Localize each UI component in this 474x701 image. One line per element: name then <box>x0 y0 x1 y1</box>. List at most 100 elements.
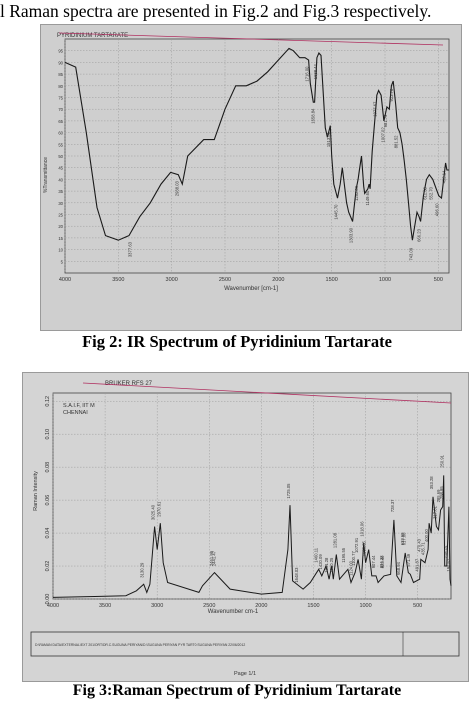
raman-figure-caption: Fig 3:Raman Spectrum of Pyridinium Tarta… <box>72 682 402 699</box>
raman-peak-label: 2441.47 <box>211 550 216 566</box>
raman-peak-label: 1460.11 <box>314 547 319 562</box>
ir-y-tick-label: 35 <box>58 189 63 194</box>
ir-peak-label: 981.79 <box>383 114 388 127</box>
ir-x-tick-label: 2500 <box>219 277 231 283</box>
ir-y-tick-label: 10 <box>58 248 63 253</box>
raman-x-tick-label: 2500 <box>203 603 215 609</box>
ir-x-tick-label: 500 <box>434 277 443 283</box>
ir-x-axis-label: Wavenumber [cm-1] <box>224 286 278 292</box>
raman-y-axis-label: Raman Intensity <box>33 471 39 511</box>
raman-peak-label: 258.95 <box>439 486 444 499</box>
ir-peak-label: 1638.44 <box>313 63 318 79</box>
raman-peak-label: 317.61 <box>433 505 438 518</box>
ir-peak-label: 1716.00 <box>305 66 310 82</box>
raman-x-tick-label: 500 <box>413 603 422 609</box>
raman-y-tick-label: 0.10 <box>45 429 51 440</box>
ir-y-tick-label: 50 <box>58 154 63 159</box>
ir-y-tick-label: 85 <box>58 72 63 77</box>
raman-peak-label: 491.87 <box>415 558 420 571</box>
ir-peak-label: 666.23 <box>417 228 422 241</box>
ir-peak-label: 1149.60 <box>365 190 370 205</box>
raman-peak-label: 353.28 <box>429 476 434 489</box>
ir-y-tick-label: 30 <box>58 201 63 206</box>
ir-peak-label: 432.14 <box>442 170 447 183</box>
raman-x-tick-label: 3500 <box>99 603 111 609</box>
raman-y-tick-label: 0.06 <box>45 495 51 506</box>
raman-peak-label: 632.59 <box>400 532 405 545</box>
raman-peak-label: 1018.06 <box>360 521 365 537</box>
ir-y-tick-label: 55 <box>58 142 63 147</box>
raman-x-tick-label: 4000 <box>47 603 59 609</box>
raman-peak-label: 834.32 <box>379 555 384 568</box>
ir-peak-label: 923.70 <box>389 88 394 101</box>
raman-x-tick-label: 1000 <box>359 603 371 609</box>
ir-x-tick-label: 3000 <box>166 277 178 283</box>
raman-peak-label: 2970.61 <box>156 501 161 517</box>
raman-peak-label: 3025.40 <box>151 504 156 520</box>
raman-peak-label: 190.62 <box>446 558 451 571</box>
raman-peak-label: 668.94 <box>396 561 401 574</box>
ir-peak-label: 743.09 <box>408 247 413 260</box>
ir-y-tick-label: 60 <box>58 131 63 136</box>
ir-y-tick-label: 20 <box>58 224 63 229</box>
ir-y-tick-label: 80 <box>58 84 63 89</box>
ir-x-tick-label: 3500 <box>112 277 124 283</box>
raman-peak-label: 571.49 <box>406 553 411 566</box>
ir-peak-label: 1303.90 <box>349 227 354 243</box>
ir-peak-label: 1445.70 <box>334 204 339 220</box>
raman-y-tick-label: 0.04 <box>45 528 51 539</box>
intro-text: l Raman spectra are presented in Fig.2 a… <box>0 1 432 21</box>
raman-peak-label: 728.37 <box>390 499 395 512</box>
ir-y-axis-label: %Transmittance <box>43 157 49 193</box>
ir-y-tick-label: 45 <box>58 166 63 171</box>
ir-y-tick-label: 15 <box>58 236 63 241</box>
ir-peak-label: 1513.81 <box>326 131 331 147</box>
ir-peak-label: 1658.84 <box>311 108 316 124</box>
raman-y-tick-label: 0.02 <box>45 561 51 572</box>
raman-y-tick-label: 0.12 <box>45 396 51 407</box>
ir-spectrum-figure: PYRIDINIUM TARTARATE %Transmittance Wave… <box>40 24 462 331</box>
ir-x-tick-label: 4000 <box>59 277 71 283</box>
raman-peak-label: 1648.03 <box>294 567 299 583</box>
ir-y-tick-label: 75 <box>58 96 63 101</box>
raman-peak-label: 250.91 <box>440 454 445 467</box>
ir-peak-label: 3377.63 <box>127 241 132 257</box>
raman-footer-text: D:\RAMAN DATA\EXTERNAL\EXT 201\ORT\DR.C.… <box>35 643 245 647</box>
ir-header-label: PYRIDINIUM TARTARATE <box>57 33 128 39</box>
ir-peak-label: 2938.03 <box>174 180 179 196</box>
raman-peak-label: 1310.25 <box>329 557 334 573</box>
raman-peak-label: 1725.05 <box>286 483 291 499</box>
raman-y-tick-label: 0.08 <box>45 462 51 473</box>
raman-peak-label: 1100.77 <box>351 551 356 566</box>
raman-spectrum-line <box>52 475 452 598</box>
raman-peak-label: 1195.55 <box>341 547 346 562</box>
raman-peak-label: 218.14 <box>443 545 448 558</box>
ir-peak-label: 881.52 <box>394 135 399 148</box>
raman-institution-line-2: CHENNAI <box>63 410 88 416</box>
ir-peak-label: 1077.67 <box>373 101 378 117</box>
raman-x-tick-label: 2000 <box>255 603 267 609</box>
raman-peak-label: 2461.99 <box>209 550 214 566</box>
raman-peak-label: 823.40 <box>380 555 385 568</box>
raman-x-axis-label: Wavenumber cm-1 <box>208 609 259 615</box>
raman-peak-label: 617.00 <box>402 532 407 545</box>
ir-x-tick-label: 1000 <box>379 277 391 283</box>
raman-peak-label: 1420.09 <box>318 554 323 570</box>
ir-y-tick-label: 70 <box>58 107 63 112</box>
ir-x-tick-label: 1500 <box>326 277 338 283</box>
ir-figure-caption: Fig 2: IR Spectrum of Pyridinium Tartara… <box>82 332 392 351</box>
raman-instrument-label: BRUKER RFS 27 <box>105 381 153 387</box>
raman-x-tick-label: 1500 <box>307 603 319 609</box>
raman-peak-label: 1124.00 <box>349 560 354 575</box>
raman-peak-label: 285.69 <box>436 489 441 502</box>
raman-institution-line-1: S.A.I.F, IIT M <box>63 403 95 409</box>
ir-y-tick-label: 90 <box>58 60 63 65</box>
ir-peak-label: 1252.09 <box>354 185 359 201</box>
raman-spectrum-figure: BRUKER RFS 27 S.A.I.F, IIT M CHENNAI Ram… <box>22 372 469 682</box>
ir-y-tick-label: 40 <box>58 177 63 182</box>
ir-y-tick-label: 65 <box>58 119 63 124</box>
raman-peak-label: 1281.08 <box>332 532 337 548</box>
ir-peak-label: 611.58 <box>422 186 427 199</box>
ir-x-tick-label: 2000 <box>272 277 284 283</box>
ir-y-tick-label: 25 <box>58 213 63 218</box>
